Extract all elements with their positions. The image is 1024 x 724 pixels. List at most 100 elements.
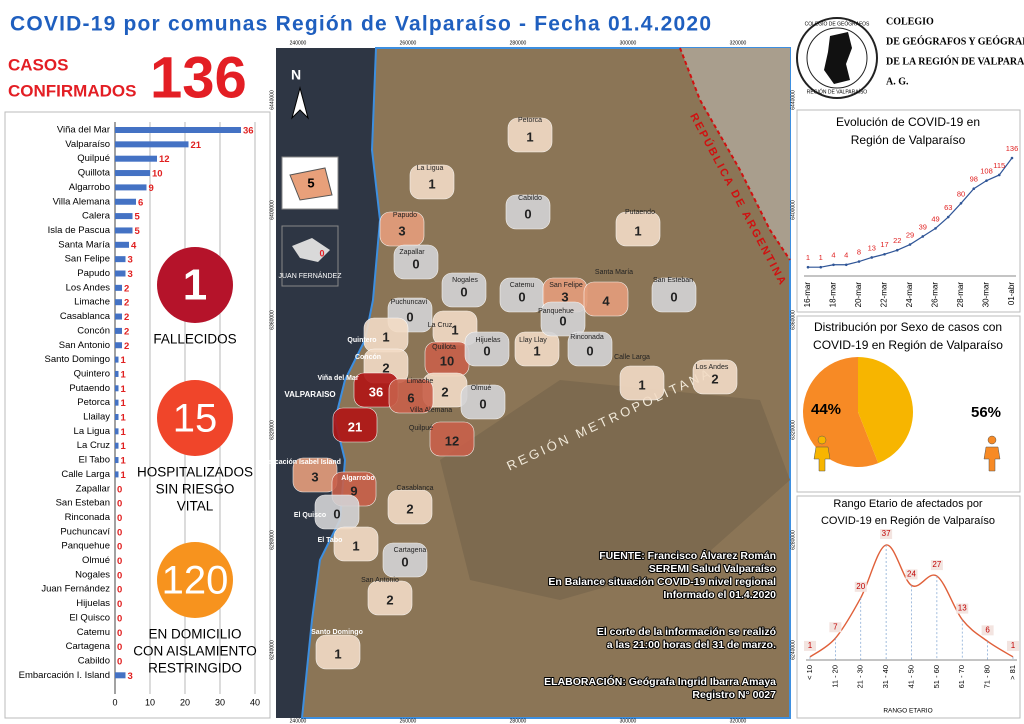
point	[844, 263, 848, 267]
commune-name: Puchuncaví	[391, 299, 428, 306]
commune-name: Cartagena	[394, 547, 427, 554]
value-label: 0	[117, 599, 122, 610]
commune-value: 0	[483, 343, 490, 358]
commune	[651, 277, 697, 313]
category-label: Concón	[77, 325, 110, 336]
commune-name: Villa Alemana	[410, 407, 452, 414]
category-label: Calle Larga	[61, 469, 110, 480]
value-label: 5	[135, 212, 141, 223]
bar	[115, 198, 136, 205]
bar	[115, 399, 119, 406]
value-label: 0	[117, 613, 122, 624]
commune-name: Panquehue	[538, 308, 574, 315]
value-label: 0	[117, 656, 122, 667]
grid-label: 320000	[730, 40, 747, 46]
label-box	[829, 622, 842, 633]
logo-text: COLEGIO DE GEÓGRAFOS	[805, 20, 870, 27]
value-label: 49	[931, 214, 939, 223]
org-name: A. G.	[886, 76, 909, 87]
point	[921, 235, 925, 238]
label-box	[854, 581, 867, 592]
x-tick-label: > 81	[1008, 665, 1017, 680]
grid-label: 6360000	[790, 310, 796, 330]
commune	[567, 331, 613, 367]
panel-age	[796, 495, 1021, 719]
value-label: 0	[117, 585, 122, 596]
grid-label: 6280000	[269, 530, 275, 550]
commune-value: 1	[526, 129, 533, 144]
label-box	[880, 529, 893, 539]
commune-name: Quillota	[432, 344, 456, 351]
value-label: 4	[831, 251, 835, 260]
grid-label: 6440000	[790, 90, 796, 110]
bar	[115, 428, 119, 435]
commune	[507, 117, 553, 153]
chart-title: Evolución de COVID-19 en	[836, 115, 980, 129]
category-label: El Tabo	[78, 455, 110, 466]
category-label: Putaendo	[69, 383, 110, 394]
panel-sex	[796, 315, 1021, 493]
chart-title: COVID-19 en Región de Valparaíso	[813, 338, 1003, 352]
chart-title: Rango Etario de afectados por	[833, 498, 983, 510]
x-tick-label: 26-mar	[931, 282, 940, 308]
value-label: 0	[117, 542, 122, 553]
commune-name: Casablanca	[397, 485, 434, 492]
value-label: 1	[121, 355, 127, 366]
commune	[460, 384, 506, 420]
value-label: 36	[243, 126, 254, 137]
commune-value: 2	[386, 592, 393, 607]
point	[857, 260, 861, 263]
category-label: La Cruz	[77, 440, 111, 451]
category-label: Rinconada	[65, 512, 111, 523]
point	[832, 263, 835, 267]
source-text: Registro N° 0027	[692, 689, 776, 701]
stat-label: EN DOMICILIO	[148, 627, 241, 642]
source-text: En Balance situación COVID-19 nivel regi…	[548, 576, 776, 588]
commune	[409, 164, 455, 200]
value-label: 3	[128, 255, 133, 266]
commune-name: Algarrobo	[341, 475, 374, 482]
commune-name: Santa María	[595, 269, 633, 276]
value-label: 0	[117, 556, 122, 567]
x-tick-label: 0	[112, 697, 117, 707]
commune-value: 2	[406, 501, 413, 516]
value-label: 0	[117, 570, 122, 581]
commune-name: Embarcación Isabel Island	[253, 459, 341, 466]
stat-value: 1	[183, 261, 207, 310]
commune-name: El Quisco	[294, 512, 326, 519]
commune-value: 0	[401, 554, 408, 569]
value-label: 8	[857, 248, 861, 257]
grid-label: 280000	[510, 718, 527, 724]
category-label: Villa Alemana	[53, 196, 111, 207]
island	[292, 238, 330, 262]
island	[289, 167, 333, 201]
category-label: Puchuncaví	[60, 526, 110, 537]
commune	[514, 331, 560, 367]
commune-name: San Esteban	[653, 277, 693, 284]
bar	[115, 141, 189, 148]
point	[1010, 156, 1014, 160]
category-label: Quillota	[78, 168, 111, 179]
category-label: Embarcación I. Island	[19, 670, 110, 681]
north-arrow	[291, 86, 309, 120]
value-label: 29	[906, 231, 914, 240]
value-label: 27	[932, 560, 941, 569]
commune-name: Petorca	[518, 117, 542, 124]
left-panel	[4, 111, 271, 719]
value-label: 2	[124, 283, 129, 294]
x-tick-label: 16-mar	[803, 282, 812, 308]
stat-circle	[157, 542, 233, 618]
commune-name: Papudo	[393, 212, 417, 219]
map: N REGIÓN METROPOLITANA REPÚBLICA DE ARGE…	[253, 47, 791, 719]
commune-value: 0	[586, 343, 593, 358]
commune-value: 1	[533, 343, 540, 358]
commune	[382, 542, 428, 578]
category-label: Olmué	[82, 555, 110, 566]
north-label: N	[291, 67, 301, 83]
commune-value: 1	[382, 329, 389, 344]
x-tick-label: 41 - 50	[906, 665, 915, 688]
commune-name: Nogales	[452, 277, 478, 284]
x-tick-label: 40	[250, 697, 260, 707]
commune	[505, 194, 551, 230]
